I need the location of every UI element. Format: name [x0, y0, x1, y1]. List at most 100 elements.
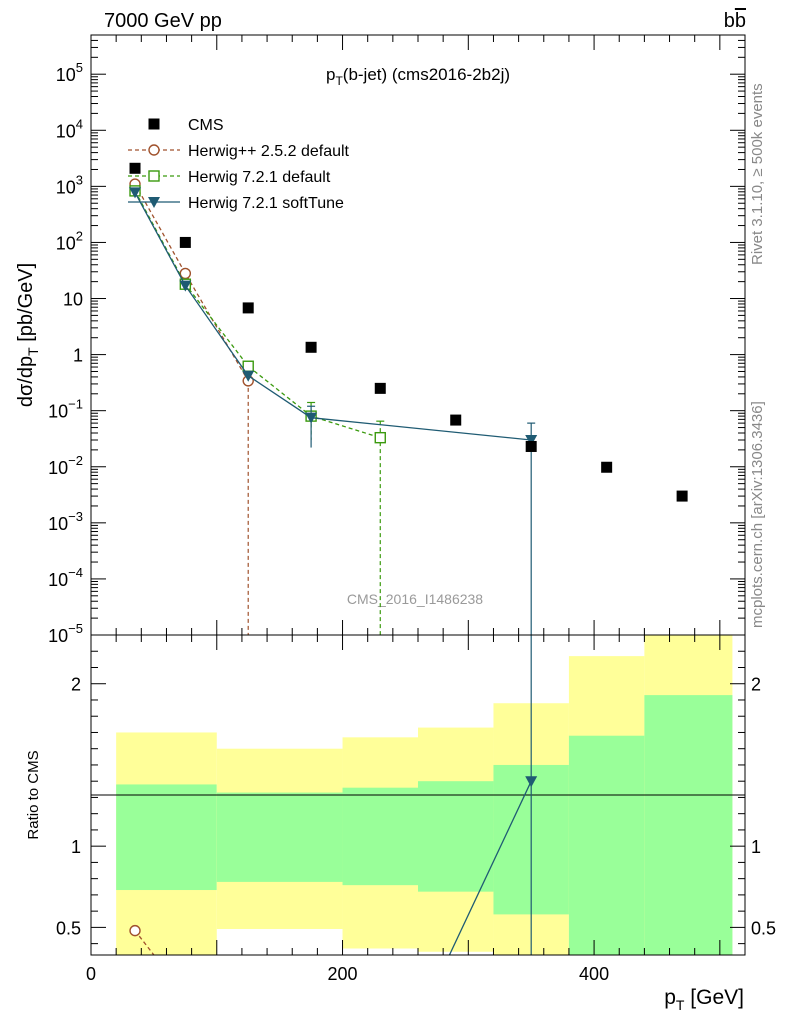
main-ytick-label: 10−1	[48, 397, 83, 422]
main-ytick-label: 10	[63, 290, 83, 310]
main-ytick-label: 102	[56, 228, 83, 253]
main-ylabel-rest: [pb/GeV]	[15, 263, 37, 348]
ratio-xtick-label: 0	[86, 964, 96, 984]
ratio-band-inner	[418, 781, 494, 892]
ratio-series-layer	[129, 635, 538, 955]
ratio-band-inner	[116, 784, 217, 891]
main-ytick-label: 10−4	[48, 565, 83, 590]
cms-point	[525, 440, 537, 452]
legend-label-softtune: Herwig 7.2.1 softTune	[188, 195, 344, 212]
main-ytick-label: 104	[56, 116, 83, 141]
main-ylabel-main: dσ/dp	[15, 356, 37, 407]
ratio-ytick-label: 2	[71, 675, 81, 695]
watermark-layer: CMS_2016_I1486238	[347, 591, 483, 607]
main-ytick-label-exp: 4	[76, 116, 83, 131]
header-right-label-b: b	[724, 10, 735, 32]
ratio-bands-layer	[116, 635, 733, 955]
ratio-axes-layer: 0 200 400 0.5 0.5 1 1 2 2	[56, 634, 776, 984]
main-ylabel-sub: T	[25, 347, 41, 356]
main-ytick-label: 10−3	[48, 509, 83, 534]
ratio-ytick-label-right: 2	[751, 675, 761, 695]
main-ytick-label-base: 10	[48, 514, 68, 534]
main-ytick-label-base: 10	[48, 458, 68, 478]
cms-point	[305, 341, 317, 353]
main-ytick-label: 1	[73, 346, 83, 366]
cms-point	[129, 162, 141, 174]
ratio-ytick-label: 0.5	[56, 918, 81, 938]
main-ytick-label: 10−5	[48, 621, 83, 646]
main-title: pT(b-jet) (cms2016-2b2j)	[326, 65, 510, 88]
header-right-label: bb	[724, 10, 746, 32]
main-ytick-label-base: 1	[73, 346, 83, 366]
ratio-ytick-label: 1	[71, 837, 81, 857]
legend-marker-herwigpp	[148, 144, 160, 156]
main-series-layer	[129, 162, 688, 635]
rivet-label: Rivet 3.1.10, ≥ 500k events	[749, 83, 766, 265]
cms-point	[374, 382, 386, 394]
legend-marker-cms	[148, 118, 160, 130]
softtune-line	[134, 192, 532, 441]
main-ylabel: dσ/dpT [pb/GeV]	[15, 263, 41, 407]
ratio-ytick-label-right: 0.5	[751, 918, 776, 938]
herwigpp-ratio-point	[129, 924, 141, 937]
main-ytick-label-exp: −1	[68, 397, 83, 412]
softtune-point	[179, 280, 192, 292]
main-ytick-label-base: 10	[48, 570, 68, 590]
cms-point	[179, 236, 191, 248]
main-ytick-label-exp: 5	[76, 60, 83, 75]
main-ytick-label-base: 10	[63, 290, 83, 310]
herwigpp-ratio-line	[134, 930, 155, 955]
main-ytick-label-exp: −4	[68, 565, 83, 580]
cms-point	[450, 414, 462, 426]
ratio-band-inner	[342, 787, 418, 886]
softtune-ratio-line	[448, 780, 532, 955]
mcplots-label: mcplots.cern.ch [arXiv:1306.3436]	[749, 401, 766, 628]
ratio-ylabel: Ratio to CMS	[25, 750, 42, 839]
main-ytick-label-base: 10	[56, 121, 76, 141]
legend-marker-softtune	[148, 197, 160, 208]
ratio-xlabel: pT [GeV]	[664, 986, 744, 1013]
ratio-band-inner	[216, 792, 343, 882]
main-ytick-label: 103	[56, 172, 83, 197]
herwig72-point	[374, 431, 386, 444]
softtune-point	[242, 370, 255, 382]
main-title-rest: (b-jet) (cms2016-2b2j)	[343, 65, 510, 84]
softtune-point	[129, 187, 142, 199]
ratio-xtick-label: 400	[579, 964, 609, 984]
main-ytick-label-base: 10	[48, 402, 68, 422]
main-ytick-label-exp: 2	[76, 228, 83, 243]
main-title-sub: T	[335, 74, 343, 88]
ratio-band-inner	[644, 695, 733, 955]
main-ytick-label-exp: −2	[68, 453, 83, 468]
main-panel: CMS_2016_I1486238 10510410310210110−110−…	[15, 34, 746, 646]
ratio-band-inner	[568, 735, 645, 955]
softtune-point	[525, 435, 538, 447]
herwig72-line	[134, 190, 381, 439]
legend-marker-herwig72	[148, 170, 160, 182]
main-ytick-label-base: 10	[56, 65, 76, 85]
legend-label-herwigpp: Herwig++ 2.5.2 default	[188, 143, 350, 160]
main-title-p: p	[326, 65, 335, 84]
herwigpp-point	[179, 267, 192, 280]
main-ytick-label: 10−2	[48, 453, 83, 478]
watermark-label: CMS_2016_I1486238	[347, 591, 483, 607]
header-left-label: 7000 GeV pp	[104, 10, 222, 32]
main-ytick-label-exp: −3	[68, 509, 83, 524]
legend-label-cms: CMS	[188, 117, 224, 134]
ratio-xlabel-main: p	[664, 986, 676, 1009]
cms-point	[242, 302, 254, 314]
header-right-label-bbar: b	[735, 10, 746, 32]
main-ytick-label: 105	[56, 60, 83, 85]
ratio-panel: 0 200 400 0.5 0.5 1 1 2 2 Ratio to CMS pT [GeV]	[25, 634, 776, 1013]
ratio-xtick-label: 200	[328, 964, 358, 984]
ratio-xlabel-sub: T	[676, 997, 685, 1013]
softtune-point	[305, 412, 318, 424]
main-ytick-label-base: 10	[48, 626, 68, 646]
cms-point	[676, 490, 688, 502]
ratio-xlabel-rest: [GeV]	[684, 986, 744, 1009]
ratio-ytick-label-right: 1	[751, 837, 761, 857]
main-ytick-label-exp: −5	[68, 621, 83, 636]
legend: CMS Herwig++ 2.5.2 default Herwig 7.2.1 de…	[128, 117, 350, 212]
